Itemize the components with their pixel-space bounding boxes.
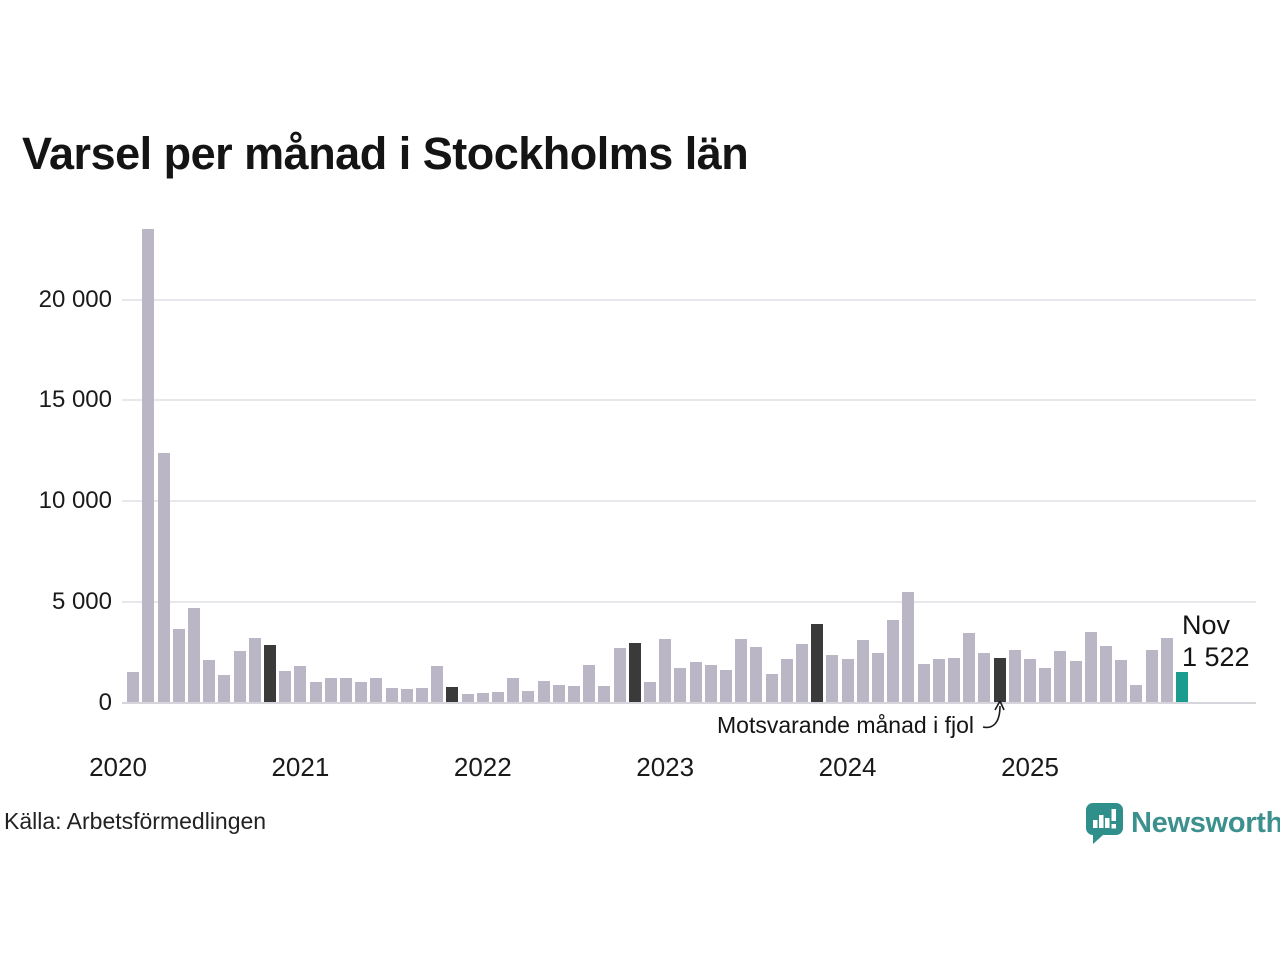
bar-2023-03 [689,662,702,703]
bar-2020-12 [279,671,292,703]
bar-2020-02 [127,672,140,703]
bar-2024-08 [948,658,960,703]
y-tick-label: 15 000 [38,386,112,414]
bar-2020-04 [157,452,170,703]
bar-2025-03 [1054,651,1067,703]
bar-2023-11-compare [811,623,824,703]
x-axis-baseline [122,701,1256,704]
bar-2022-07 [568,686,580,703]
bar-2025-04 [1069,661,1082,703]
bar-2021-04 [340,678,352,703]
bar-2025-01 [1024,659,1036,703]
newsworthy-logo: Newsworthy [1086,803,1280,844]
bar-2022-08 [583,665,596,703]
bar-2024-12 [1008,650,1021,703]
bar-2022-03 [507,678,520,703]
gridline [122,298,1256,301]
bar-2024-04 [887,619,900,703]
chart-title: Varsel per månad i Stockholms län [22,128,749,179]
gridline [122,399,1256,402]
compare-annotation: Motsvarande månad i fjol [717,712,974,738]
bar-2021-10 [431,666,444,703]
bar-2020-03 [142,229,155,703]
bar-2025-09 [1145,650,1158,703]
newsworthy-logo-icon [1086,803,1123,844]
bar-2023-09 [780,659,793,703]
bar-2024-11-compare [993,658,1006,703]
bar-2023-08 [765,674,778,703]
bar-2023-07 [750,647,763,703]
bar-2022-09 [598,686,611,703]
bar-2024-10 [978,653,991,703]
bar-2021-01 [294,666,307,703]
bar-2020-11-compare [264,645,276,703]
bar-2025-11-latest [1176,671,1188,703]
bar-2021-07 [385,688,398,703]
bar-2023-12 [826,655,839,703]
brand-name: Newsworthy [1131,807,1280,839]
bar-2025-05 [1084,632,1097,703]
bar-2021-12 [461,694,474,703]
x-year-label-2023: 2023 [636,752,695,782]
bar-2024-09 [963,633,976,703]
bar-2023-04 [704,665,717,703]
compare-arrow-icon [982,700,1005,729]
y-tick-label: 0 [98,688,112,716]
bar-2024-05 [902,591,915,703]
y-tick-label: 20 000 [38,285,112,313]
bar-2025-02 [1039,668,1052,703]
bar-2023-02 [674,668,687,703]
bar-2022-05 [537,681,550,703]
bar-2021-08 [400,689,413,703]
bar-2023-06 [735,639,748,703]
bar-2022-04 [522,691,535,703]
bar-2024-07 [932,659,945,703]
latest-value: 1 522 [1182,642,1250,672]
bar-2022-02 [492,692,504,703]
bar-2022-01 [476,693,489,703]
bar-2022-11-compare [628,643,641,703]
bar-2024-06 [917,664,930,703]
gridline [122,600,1256,603]
bar-2021-03 [324,678,337,703]
bar-2020-08 [218,675,231,703]
bar-2021-02 [309,682,322,703]
bar-2025-10 [1160,638,1173,703]
bar-2020-09 [233,651,246,703]
bar-2021-06 [370,678,383,703]
bar-2022-12 [644,682,656,703]
bar-2021-09 [416,688,428,703]
bar-2023-10 [796,644,808,703]
bar-2025-08 [1130,685,1143,703]
latest-value-label: Nov 1 522 [1182,609,1250,673]
bar-2021-05 [355,682,368,703]
bar-2025-06 [1100,646,1112,703]
x-year-label-2020: 2020 [89,752,147,782]
x-year-label-2024: 2024 [818,752,877,782]
bar-2020-06 [188,607,200,703]
x-year-label-2022: 2022 [453,752,512,782]
x-year-label-2025: 2025 [1001,752,1059,782]
x-year-label-2021: 2021 [271,752,330,782]
bar-2020-10 [248,638,261,703]
bar-2022-06 [552,685,565,703]
y-tick-label: 5 000 [51,587,112,615]
gridline [122,500,1256,503]
bar-2023-05 [720,670,732,703]
bar-2020-07 [203,660,216,703]
source-note: Källa: Arbetsförmedlingen [4,808,267,834]
bar-2024-02 [856,640,869,703]
bar-2023-01 [659,639,672,703]
bar-2021-11-compare [446,687,459,703]
bar-2025-07 [1115,660,1128,703]
latest-month-label: Nov [1182,610,1231,640]
bar-2020-05 [172,628,185,703]
y-tick-label: 10 000 [38,487,112,515]
bar-2024-03 [872,653,884,703]
bar-2022-10 [613,648,626,703]
bar-2024-01 [841,659,854,703]
